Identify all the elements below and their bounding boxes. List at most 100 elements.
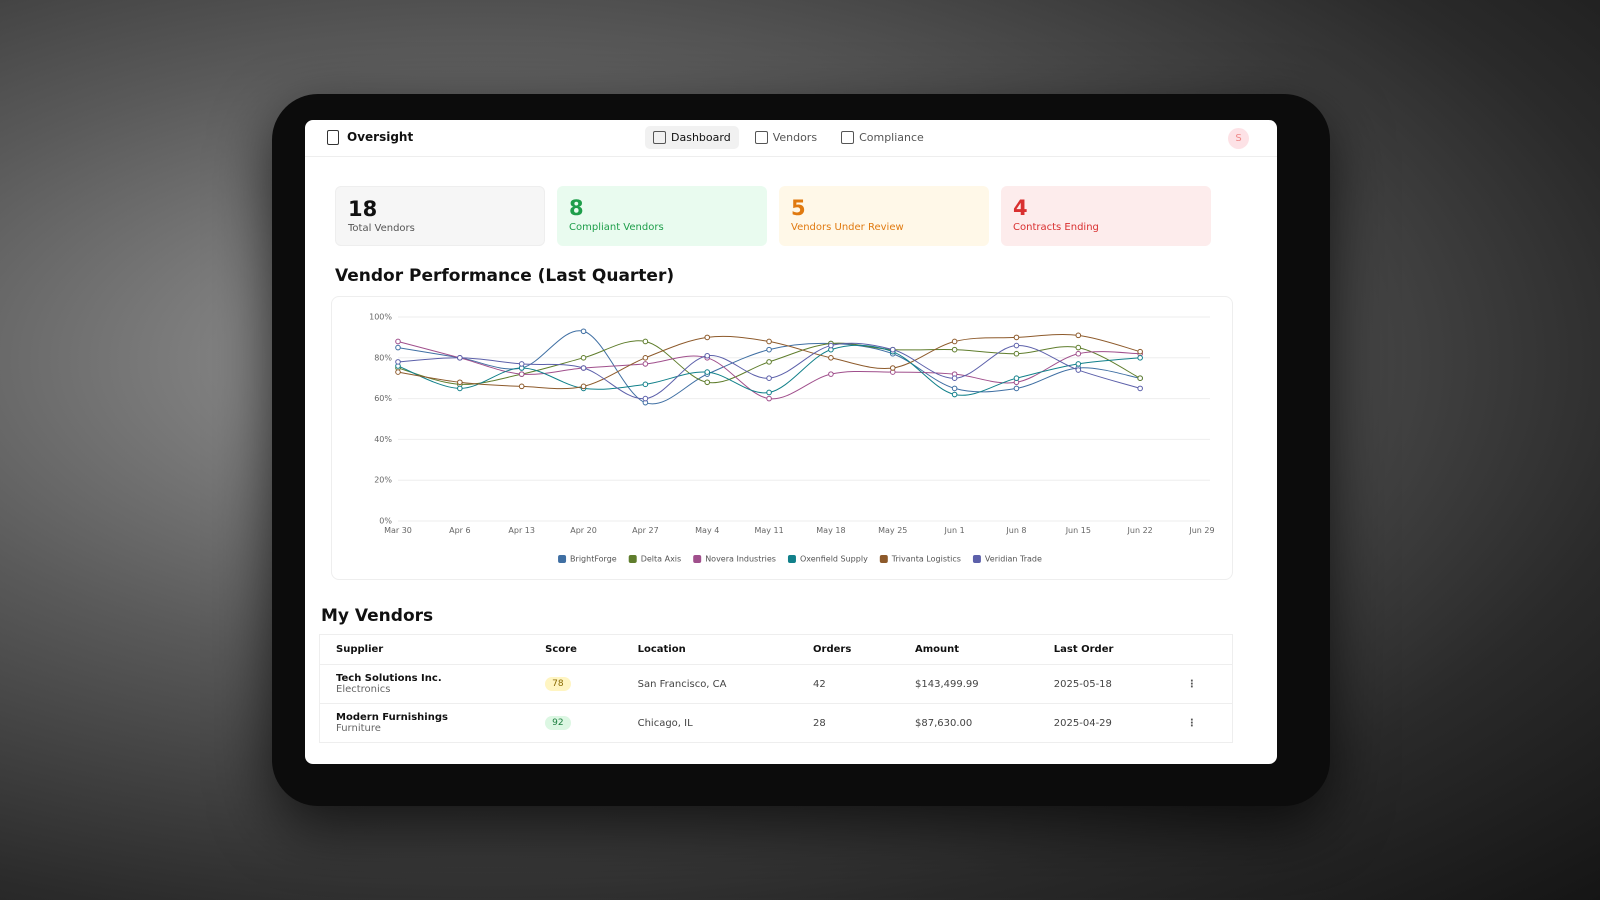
data-point (951, 346, 958, 353)
x-tick-label: Apr 20 (570, 526, 597, 535)
data-point (580, 365, 587, 371)
stat-card: 8 Compliant Vendors (557, 186, 767, 246)
data-point (1013, 375, 1020, 381)
data-point (1075, 350, 1082, 357)
nav-item[interactable]: Compliance (833, 126, 932, 149)
avatar[interactable]: S (1228, 128, 1249, 149)
data-point (457, 355, 463, 361)
data-point (395, 344, 401, 351)
data-point (766, 359, 772, 365)
data-point (580, 328, 587, 335)
data-point (518, 383, 525, 390)
legend-label: Novera Industries (705, 555, 776, 564)
legend-label: Trivanta Logistics (891, 555, 961, 564)
column-header: Last Order (1037, 634, 1171, 665)
stat-value: 4 (1013, 196, 1028, 220)
score-badge: 78 (545, 677, 571, 691)
column-header (1170, 634, 1233, 665)
section-title: My Vendors (321, 606, 434, 626)
x-tick-label: May 18 (816, 526, 845, 535)
y-tick-label: 80% (374, 353, 392, 362)
stat-value: 18 (348, 197, 378, 221)
data-point (1075, 361, 1082, 367)
nav-item[interactable]: Vendors (747, 126, 825, 149)
data-point (642, 361, 649, 367)
x-tick-label: Jun 22 (1127, 526, 1153, 535)
data-point (766, 375, 772, 381)
legend-label: Veridian Trade (985, 555, 1042, 564)
stat-label: Total Vendors (348, 223, 415, 234)
column-header: Orders (797, 634, 900, 665)
data-point (1137, 385, 1143, 392)
legend-swatch (972, 555, 981, 563)
x-tick-label: Jun 29 (1188, 526, 1214, 535)
chart: 0% 20% 40% 60% 80% 100% Mar 30 Apr 6 Apr 13 Apr 2… (369, 313, 1214, 564)
orders: 28 (797, 703, 900, 743)
data-point (951, 385, 958, 392)
x-tick-label: Apr 6 (449, 526, 470, 535)
x-tick-label: Apr 27 (632, 526, 659, 535)
data-point (828, 342, 834, 349)
data-point (704, 352, 711, 359)
row-menu[interactable]: ⋮ (1170, 664, 1233, 704)
stat-card: 4 Contracts Ending (1001, 186, 1211, 246)
data-point (580, 383, 587, 390)
data-point (828, 371, 834, 377)
data-point (766, 389, 772, 396)
legend-swatch (628, 555, 637, 563)
row-menu[interactable]: ⋮ (1170, 703, 1233, 743)
stat-label: Compliant Vendors (569, 222, 664, 233)
y-tick-label: 20% (374, 476, 392, 485)
data-point (642, 395, 649, 402)
legend-swatch (558, 555, 567, 563)
supplier: Modern Furnishings (336, 712, 448, 723)
column-header: Score (529, 634, 622, 665)
vendor-row[interactable]: Modern Furnishings Furniture 92 Chicago, … (319, 703, 1233, 743)
chart-title: Vendor Performance (Last Quarter) (335, 266, 675, 286)
nav-item[interactable]: Dashboard (645, 126, 739, 149)
data-point (704, 379, 711, 386)
legend-label: BrightForge (570, 555, 617, 564)
x-tick-label: Apr 13 (508, 526, 535, 535)
stat-value: 8 (569, 196, 584, 220)
data-point (1137, 348, 1143, 355)
data-point (1013, 350, 1020, 357)
legend-swatch (787, 555, 796, 563)
data-point (766, 338, 772, 345)
data-point (1137, 355, 1143, 361)
data-point (766, 346, 772, 353)
last-order: 2025-05-18 (1037, 664, 1171, 704)
x-tick-label: Jun 1 (944, 526, 965, 535)
x-tick-label: May 4 (695, 526, 719, 535)
column-header: Supplier (319, 634, 530, 665)
x-tick-label: Jun 15 (1065, 526, 1091, 535)
column-header: Location (621, 634, 798, 665)
amount: $87,630.00 (899, 703, 1038, 743)
stat-card: 18 Total Vendors (335, 186, 545, 246)
y-tick-label: 100% (369, 313, 392, 322)
data-point (951, 375, 958, 381)
data-point (889, 346, 896, 353)
legend-swatch (879, 555, 888, 563)
data-point (518, 361, 525, 367)
legend-label: Oxenfield Supply (800, 555, 868, 564)
legend-swatch (693, 555, 702, 563)
data-point (951, 338, 958, 345)
stat-card: 5 Vendors Under Review (779, 186, 989, 246)
data-point (704, 369, 711, 375)
brand: Oversight (347, 130, 414, 144)
category: Electronics (336, 684, 391, 695)
data-point (1075, 367, 1082, 373)
stat-label: Contracts Ending (1013, 222, 1099, 233)
nav-bar: Oversight Dashboard Vendors Compliance S (305, 120, 1277, 157)
location: Chicago, IL (621, 703, 798, 743)
x-tick-label: Mar 30 (384, 526, 412, 535)
last-order: 2025-04-29 (1037, 703, 1171, 743)
data-point (457, 379, 463, 386)
supplier: Tech Solutions Inc. (336, 673, 442, 684)
y-tick-label: 40% (374, 435, 392, 444)
vendor-row[interactable]: Tech Solutions Inc. Electronics 78 San Fr… (319, 664, 1233, 704)
x-tick-label: May 25 (878, 526, 907, 535)
x-tick-label: Jun 8 (1005, 526, 1026, 535)
